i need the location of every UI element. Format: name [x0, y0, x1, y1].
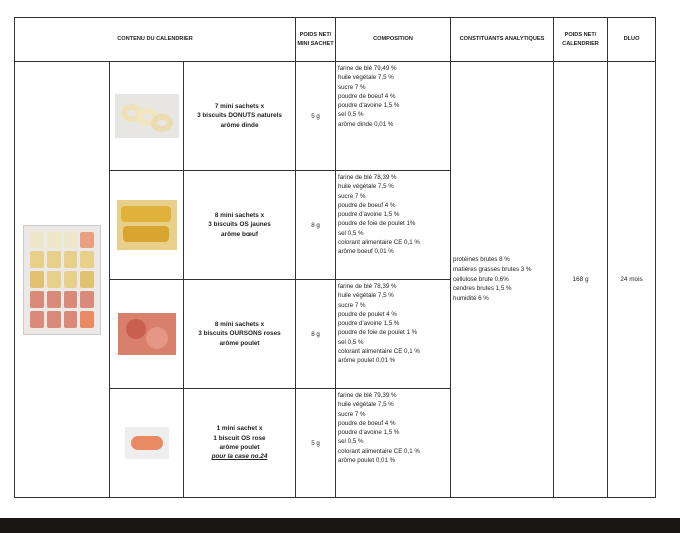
- composition-item: huile végétale 7,5 %: [338, 401, 394, 409]
- analytique-item: protéines brutes 8 %: [453, 256, 510, 264]
- product-image-cell: [109, 279, 184, 389]
- donut-biscuits-image: [114, 94, 179, 138]
- calendar-image: [23, 224, 101, 335]
- composition-item: colorant alimentaire CE 0,1 %: [338, 447, 420, 455]
- product-table: CONTENU DU CALENDRIER POIDS NET/ MINI SA…: [13, 17, 657, 498]
- sachet-weight: 5 g: [295, 61, 337, 171]
- composition-cell: farine de blé 79,39 % huile végétale 7,5 …: [335, 388, 452, 498]
- composition-item: arôme dinde 0,01 %: [338, 120, 394, 128]
- header-constituants: CONSTITUANTS ANALYTIQUES: [450, 17, 555, 62]
- desc-line: 3 biscuits DONUTS naturels: [197, 112, 282, 120]
- desc-line: 7 mini sachets x: [214, 103, 265, 111]
- composition-cell: farine de blé 78,39 % huile végétale 7,5 …: [335, 279, 452, 389]
- footer-bar: [0, 518, 680, 533]
- composition-item: poudre de boeuf 4 %: [338, 92, 396, 100]
- dluo: 24 mois: [607, 61, 657, 498]
- desc-line: 3 biscuits OS jaunes: [208, 221, 271, 229]
- product-image-cell: [109, 170, 184, 280]
- composition-item: poudre d'avoine 1,5 %: [338, 320, 400, 328]
- composition-item: poudre d'avoine 1,5 %: [338, 429, 400, 437]
- composition-item: sel 0,5 %: [338, 229, 364, 237]
- pink-bone-biscuit-image: [124, 427, 169, 459]
- composition-item: poudre d'avoine 1,5 %: [338, 102, 400, 110]
- analytique-item: cendres brutes 1,5 %: [453, 285, 512, 293]
- composition-cell: farine de blé 78,39 % huile végétale 7,5 …: [335, 170, 452, 280]
- composition-item: huile végétale 7,5 %: [338, 292, 394, 300]
- analytique-item: cellulose brute 0,6%: [453, 275, 509, 283]
- poids-calendrier: 168 g: [553, 61, 609, 498]
- composition-item: sel 0,5 %: [338, 438, 364, 446]
- composition-item: poudre de boeuf 4 %: [338, 419, 396, 427]
- composition-item: poudre de boeuf 4 %: [338, 201, 396, 209]
- header-contenu: CONTENU DU CALENDRIER: [13, 17, 297, 62]
- composition-item: farine de blé 79,49 %: [338, 65, 397, 72]
- composition-item: farine de blé 78,39 %: [338, 174, 397, 181]
- desc-line: 8 mini sachets x: [214, 321, 265, 329]
- composition-cell: farine de blé 79,49 % huile végétale 7,5 …: [335, 61, 452, 171]
- composition-item: sucre 7 %: [338, 410, 366, 418]
- composition-item: farine de blé 79,39 %: [338, 392, 397, 399]
- analytiques-cell: protéines brutes 8 % matières grasses bru…: [450, 61, 555, 498]
- composition-item: sel 0,5 %: [338, 111, 364, 119]
- desc-line: 1 biscuit OS rose: [213, 434, 266, 442]
- composition-item: poudre de poulet 4 %: [338, 310, 397, 318]
- composition-item: huile végétale 7,5 %: [338, 183, 394, 191]
- composition-item: poudre de foie de poulet 1%: [338, 220, 416, 228]
- header-poids-sachet: POIDS NET/ MINI SACHET: [295, 17, 337, 62]
- composition-item: arôme poulet 0,01 %: [338, 357, 396, 365]
- composition-item: sucre 7 %: [338, 83, 366, 91]
- composition-item: arôme poulet 0,01 %: [338, 457, 396, 465]
- sachet-weight: 5 g: [295, 388, 337, 498]
- header-dluo: DLUO: [607, 17, 657, 62]
- desc-note: pour la case no.24: [211, 453, 268, 461]
- desc-line: arôme dinde: [220, 121, 259, 129]
- desc-line: arôme poulet: [219, 444, 260, 451]
- desc-line: 1 mini sachet x: [216, 425, 263, 433]
- sachet-weight: 8 g: [295, 170, 337, 280]
- composition-item: poudre de foie de poulet 1 %: [338, 329, 418, 337]
- pink-bear-biscuits-image: [117, 313, 176, 355]
- desc-line: arôme bœuf: [221, 230, 258, 238]
- product-image-cell: [109, 388, 184, 498]
- composition-item: sel 0,5 %: [338, 338, 364, 346]
- header-poids-calendrier: POIDS NET/ CALENDRIER: [553, 17, 609, 62]
- composition-item: farine de blé 78,39 %: [338, 283, 397, 290]
- desc-line: 8 mini sachets x: [214, 212, 265, 220]
- analytique-item: matières grasses brutes 3 %: [453, 266, 532, 274]
- desc-line: arôme poulet: [219, 339, 260, 347]
- analytique-item: humidité 6 %: [453, 294, 489, 302]
- desc-line: 3 biscuits OURSONS roses: [198, 330, 281, 338]
- composition-item: sucre 7 %: [338, 301, 366, 309]
- composition-item: colorant alimentaire CE 0,1 %: [338, 239, 420, 247]
- sachet-weight: 8 g: [295, 279, 337, 389]
- composition-item: poudre d'avoine 1,5 %: [338, 211, 400, 219]
- calendar-cell: [14, 61, 110, 498]
- yellow-bone-biscuits-image: [116, 200, 177, 250]
- composition-item: sucre 7 %: [338, 192, 366, 200]
- header-composition: COMPOSITION: [335, 17, 452, 62]
- composition-item: huile végétale 7,5 %: [338, 74, 394, 82]
- composition-item: colorant alimentaire CE 0,1 %: [338, 348, 420, 356]
- composition-item: arôme boeuf 0,01 %: [338, 248, 394, 256]
- product-image-cell: [109, 61, 184, 171]
